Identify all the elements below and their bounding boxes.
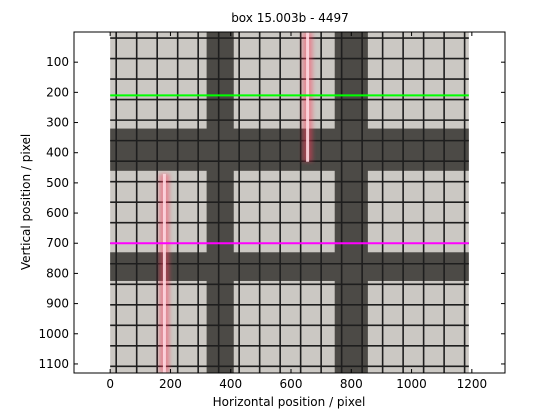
x-tick-label: 1200 <box>457 377 488 391</box>
y-axis-label: Vertical position / pixel <box>19 134 33 270</box>
y-tick-label: 1100 <box>38 357 69 371</box>
y-tick-label: 500 <box>46 176 69 190</box>
y-tick-label: 800 <box>46 266 69 280</box>
grid-photo <box>110 32 469 373</box>
overlay-lines <box>110 94 469 245</box>
x-tick-label: 600 <box>280 377 303 391</box>
y-tick-label: 100 <box>46 55 69 69</box>
y-axis-ticks: 100 200 300 400 500 600 700 800 900 1000 1100 <box>38 55 505 371</box>
y-tick-label: 200 <box>46 85 69 99</box>
laser-line-core <box>306 32 310 162</box>
x-tick-label: 200 <box>159 377 182 391</box>
y-tick-label: 1000 <box>38 327 69 341</box>
plot-frame <box>73 31 506 374</box>
x-tick-label: 1000 <box>396 377 427 391</box>
x-axis-label: Horizontal position / pixel <box>213 395 366 409</box>
chart-title: box 15.003b - 4497 <box>231 11 349 25</box>
y-tick-label: 700 <box>46 236 69 250</box>
horizontal-dark-band <box>110 252 469 281</box>
x-tick-label: 0 <box>106 377 114 391</box>
y-tick-label: 300 <box>46 116 69 130</box>
laser-line-core <box>162 173 166 373</box>
y-tick-label: 900 <box>46 297 69 311</box>
x-axis-ticks: 0 200 400 600 800 1000 1200 <box>106 32 487 391</box>
y-tick-label: 600 <box>46 206 69 220</box>
horizontal-dark-band <box>110 128 469 171</box>
x-tick-label: 800 <box>340 377 363 391</box>
x-tick-label: 400 <box>219 377 242 391</box>
y-tick-label: 400 <box>46 146 69 160</box>
